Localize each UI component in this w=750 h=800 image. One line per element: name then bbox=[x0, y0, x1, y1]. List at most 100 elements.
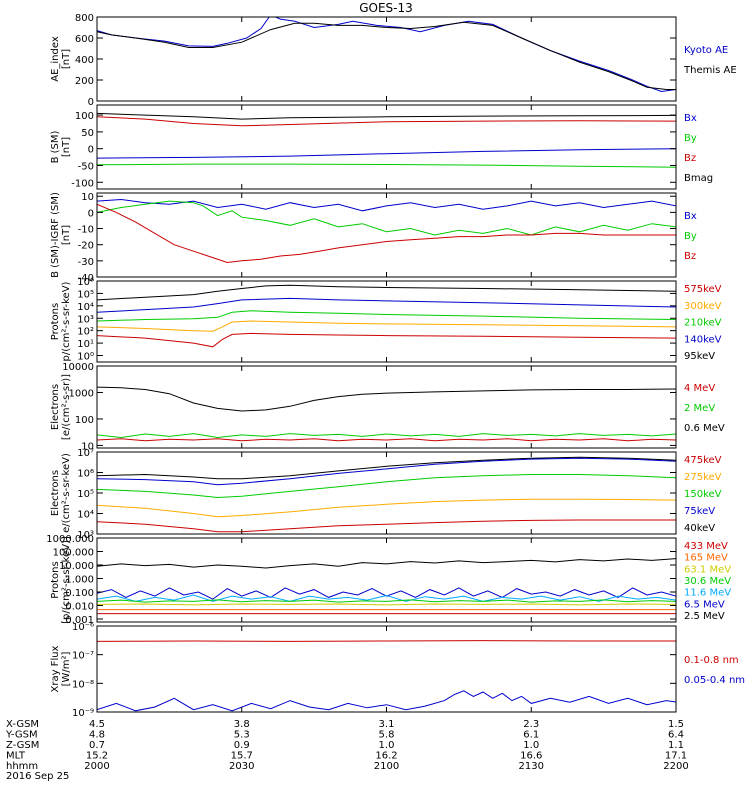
legend-entry: 210keV bbox=[684, 318, 722, 329]
ephem-row-label: Y-GSM bbox=[5, 730, 38, 741]
panel-frame bbox=[96, 451, 677, 535]
legend-entry: 6.5 MeV bbox=[684, 599, 725, 610]
y-tick-label: 10² bbox=[77, 327, 94, 338]
y-axis-label: [W/m²] bbox=[61, 651, 72, 686]
ephem-value: 6.1 bbox=[523, 730, 539, 741]
series-line bbox=[97, 640, 676, 642]
y-tick-label: 10⁵ bbox=[77, 289, 94, 300]
y-tick-label: 0 bbox=[88, 97, 94, 108]
series-line bbox=[97, 284, 676, 301]
ephem-value: 1.0 bbox=[523, 740, 539, 751]
ephem-row-label: Z-GSM bbox=[6, 740, 39, 751]
y-axis-label: AE_index bbox=[50, 36, 61, 82]
ephem-value: 4.5 bbox=[89, 719, 105, 730]
legend-entry: Kyoto AE bbox=[684, 45, 728, 56]
legend-entry: 40keV bbox=[684, 523, 715, 534]
ephem-value: 1.5 bbox=[668, 719, 684, 730]
panel-8: 10⁻⁹ 10⁻⁸ 10⁻⁷ 10⁻⁶ Xray Flux [W/m²] 0.1-0.8 n… bbox=[50, 622, 745, 719]
y-axis-label: Protons bbox=[50, 561, 61, 598]
panel-1: 0 200 400 600 800 AE_index [nT] Kyoto AE Themis … bbox=[50, 13, 737, 108]
ephem-value: 1.1 bbox=[668, 740, 684, 751]
y-tick-label: 1.000 bbox=[65, 575, 94, 586]
ephem-value: 3.8 bbox=[234, 719, 250, 730]
ephem-row-label: hhmm bbox=[6, 761, 38, 772]
series-line bbox=[97, 594, 676, 602]
ephem-value: 2.3 bbox=[523, 719, 539, 730]
series-line bbox=[97, 603, 676, 606]
ephem-value: 15.2 bbox=[86, 751, 108, 762]
y-axis-label: [nT] bbox=[61, 49, 72, 69]
legend-entry: Bx bbox=[684, 211, 697, 222]
y-axis-label: p/(cm²-s-sr-keV) bbox=[61, 281, 72, 361]
ephem-row-label: MLT bbox=[6, 751, 26, 762]
y-tick-label: 10³ bbox=[77, 530, 94, 541]
y-tick-label: 200 bbox=[75, 76, 94, 87]
y-tick-label: 10⁻⁸ bbox=[72, 679, 94, 690]
y-tick-label: 10⁻⁹ bbox=[72, 708, 94, 719]
panel-7: 0.001 0.010 0.100 1.000 10.000 100.000 1000.00… bbox=[46, 534, 731, 626]
legend-entry: By bbox=[684, 231, 697, 242]
y-axis-label: [nT] bbox=[61, 137, 72, 157]
y-tick-label: 400 bbox=[75, 55, 94, 66]
series-line bbox=[97, 599, 676, 603]
series-line bbox=[97, 587, 676, 600]
y-axis-label: e/(cm²-s-sr-keV) bbox=[61, 453, 72, 533]
legend-entry: 30.6 MeV bbox=[684, 576, 731, 587]
series-line bbox=[97, 456, 676, 480]
y-tick-label: 600 bbox=[75, 34, 94, 45]
legend-entry: 0.05-0.4 nm bbox=[684, 675, 745, 686]
ephem-value: 5.8 bbox=[379, 730, 395, 741]
legend-entry: 475keV bbox=[684, 455, 722, 466]
legend-entry: 4 MeV bbox=[684, 383, 715, 394]
y-tick-label: 10 bbox=[81, 441, 94, 452]
ephem-value: 2100 bbox=[374, 761, 399, 772]
y-tick-label: 1000.000 bbox=[46, 534, 94, 545]
legend-entry: 95keV bbox=[684, 351, 715, 362]
panel-frame bbox=[96, 625, 677, 713]
y-tick-label: -30 bbox=[78, 257, 94, 268]
legend-entry: 575keV bbox=[684, 284, 722, 295]
ephem-date: 2016 Sep 25 bbox=[6, 771, 69, 782]
y-tick-label: 10 bbox=[81, 192, 94, 203]
y-tick-label: 0 bbox=[88, 208, 94, 219]
y-axis-label: B (SM) bbox=[50, 130, 61, 163]
y-tick-label: 10⁶ bbox=[77, 277, 94, 288]
y-axis-label: [e/(cm²-s-sr)] bbox=[61, 374, 72, 440]
ephem-value: 0.7 bbox=[89, 740, 105, 751]
y-tick-label: 100 bbox=[75, 111, 94, 122]
legend-entry: 2 MeV bbox=[684, 403, 715, 414]
y-tick-label: -20 bbox=[78, 241, 94, 252]
y-tick-label: -10 bbox=[78, 225, 94, 236]
series-line bbox=[97, 332, 676, 348]
y-tick-label: 10⁴ bbox=[77, 510, 94, 521]
series-line bbox=[97, 17, 676, 93]
y-axis-label: Xray Flux bbox=[50, 645, 61, 692]
legend-entry: 165 MeV bbox=[684, 553, 728, 564]
y-tick-label: 10⁷ bbox=[77, 448, 94, 459]
y-tick-label: 100 bbox=[75, 415, 94, 426]
series-line bbox=[97, 203, 676, 264]
legend-entry: 140keV bbox=[684, 334, 722, 345]
y-axis-label: [p/(cm²-s-sr-keV)] bbox=[61, 536, 72, 624]
y-tick-label: 10⁵ bbox=[77, 489, 94, 500]
series-line bbox=[97, 112, 676, 120]
panel-2: -100 -50 0 50 100 B (SM) [nT] Bx By Bz Bmag bbox=[50, 104, 713, 190]
ephem-value: 3.1 bbox=[379, 719, 395, 730]
series-line bbox=[97, 519, 676, 533]
legend-entry: Bz bbox=[684, 251, 696, 262]
ephem-value: 2030 bbox=[229, 761, 254, 772]
ephem-value: 2000 bbox=[84, 761, 109, 772]
legend-entry: By bbox=[684, 133, 697, 144]
y-axis-label: Electrons bbox=[50, 470, 61, 516]
panel-frame bbox=[96, 365, 677, 449]
y-tick-label: 800 bbox=[75, 13, 94, 24]
panel-frame bbox=[96, 280, 677, 363]
series-line bbox=[97, 433, 676, 439]
legend-entry: 2.5 MeV bbox=[684, 611, 725, 622]
legend-entry: 275keV bbox=[684, 472, 722, 483]
y-tick-label: 10³ bbox=[77, 314, 94, 325]
series-line bbox=[97, 148, 676, 159]
y-tick-label: 0.010 bbox=[65, 602, 94, 613]
